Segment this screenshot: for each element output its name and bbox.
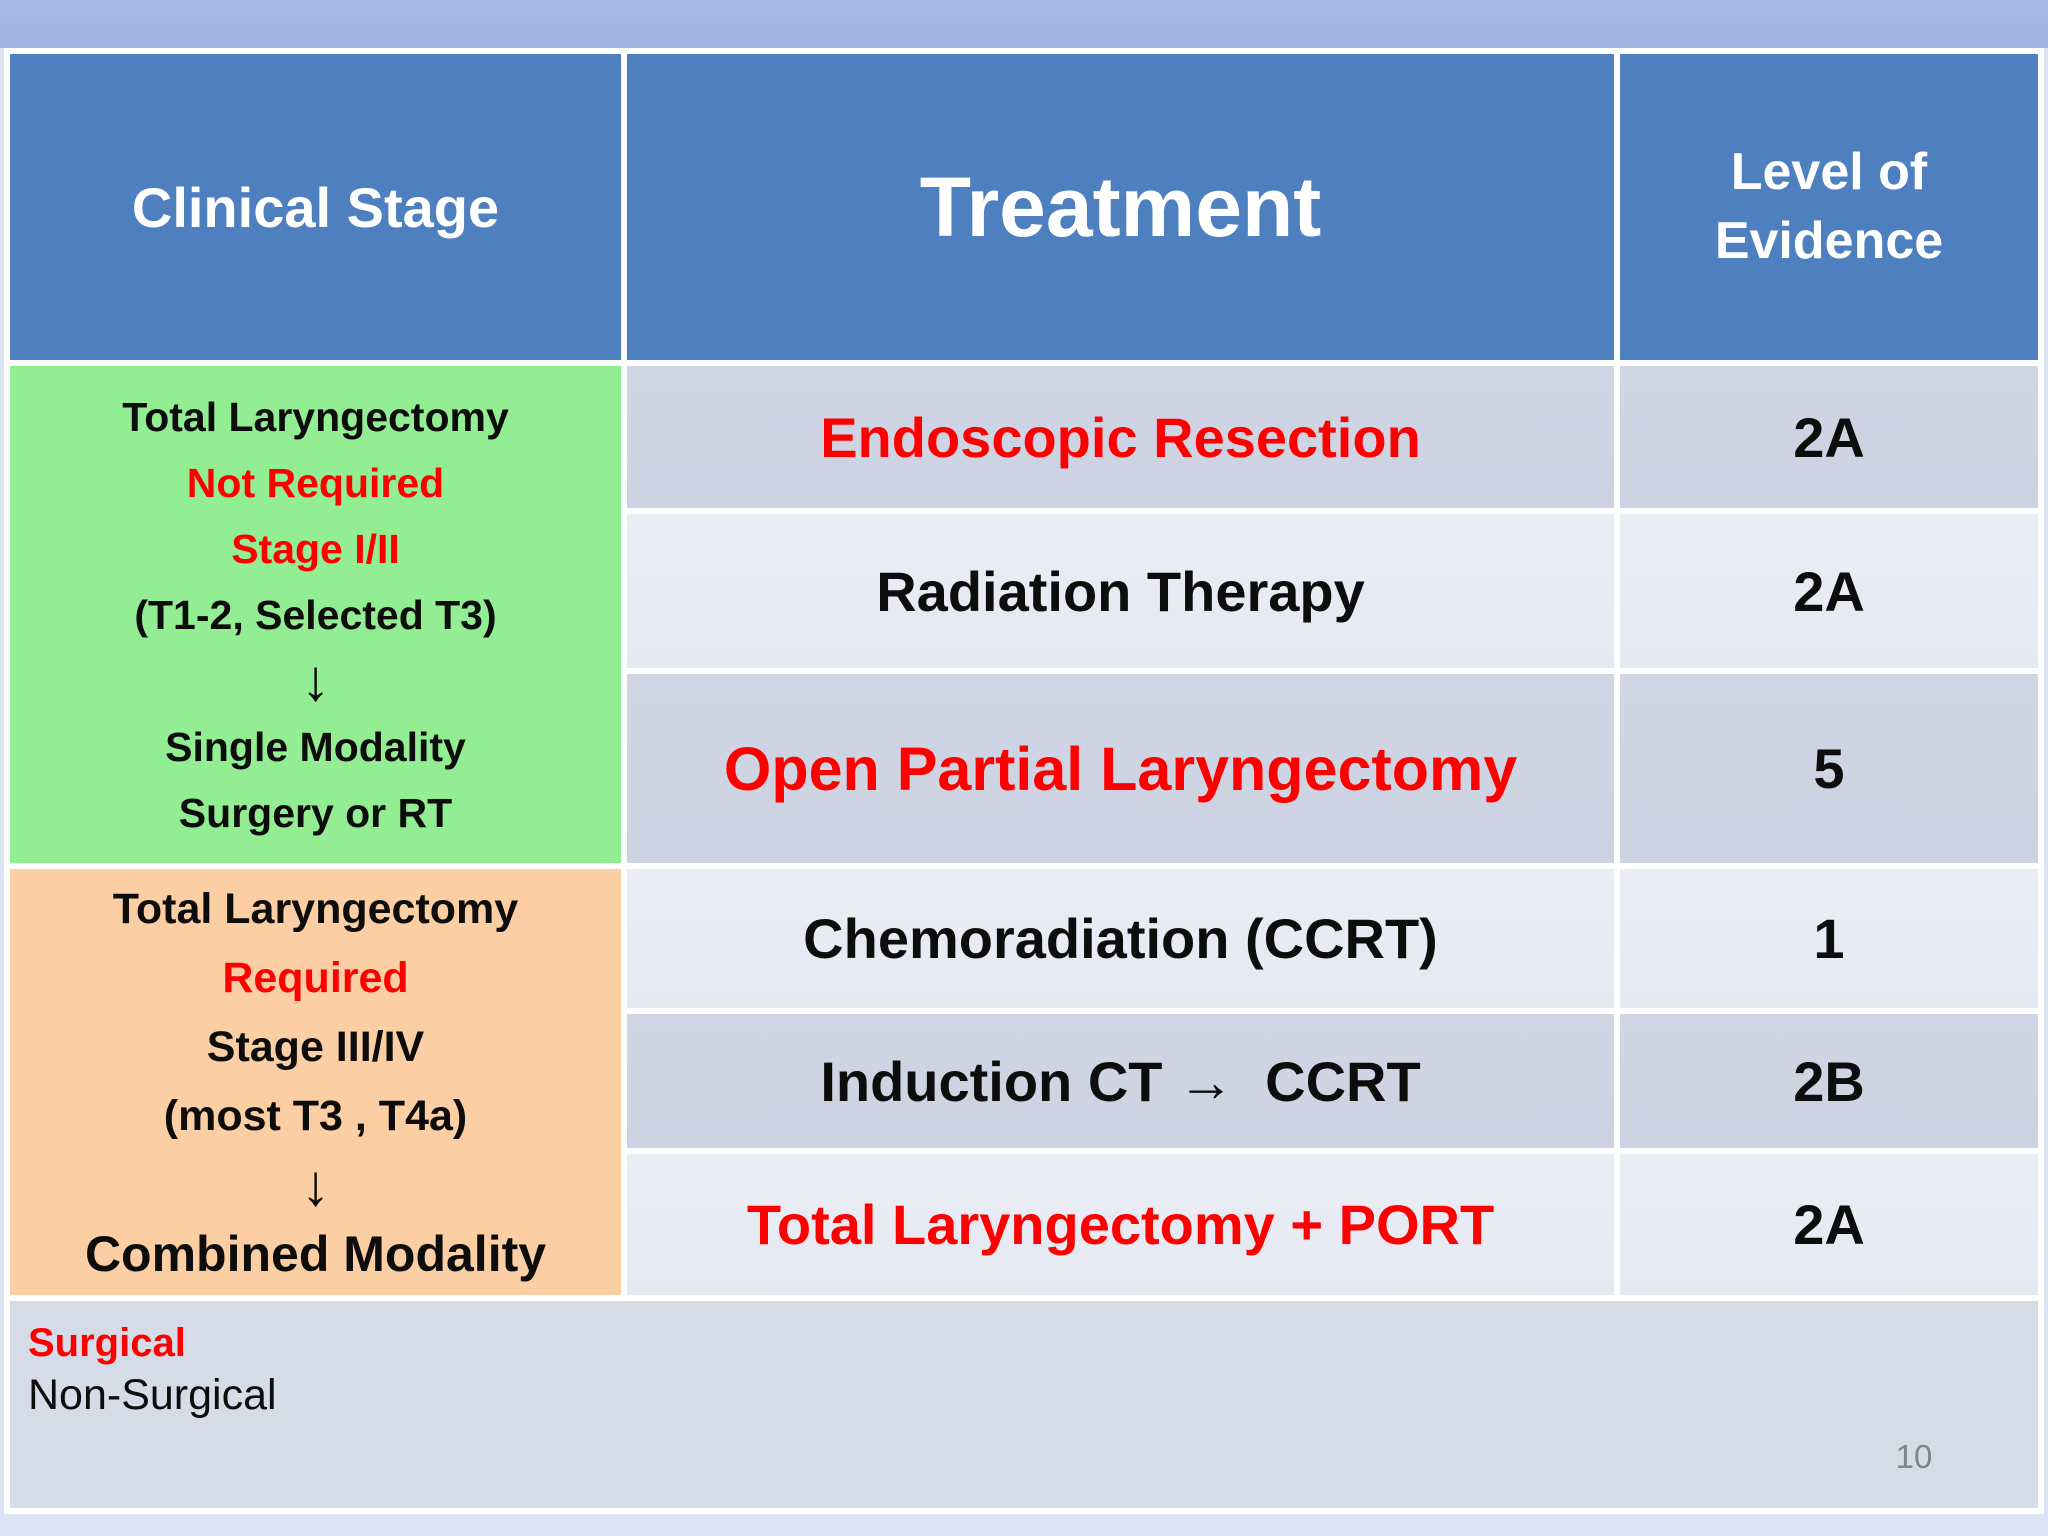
evidence-cell-4: 1 [1620, 869, 2038, 1008]
down-arrow-icon: ↓ [301, 647, 330, 713]
stage-line: Total Laryngectomy [122, 393, 509, 440]
evidence-cell-5: 2B [1620, 1014, 2038, 1148]
page-number: 10 [1895, 1438, 1933, 1475]
treatment-cell-open-partial-laryngectomy: Open Partial Laryngectomy [627, 674, 1614, 863]
stage-line: Not Required [186, 459, 445, 506]
header-clinical-stage: Clinical Stage [10, 54, 621, 360]
stage-line: Surgery or RT [178, 789, 453, 836]
legend-surgical: Surgical [28, 1321, 186, 1365]
stage-cell-early: Total Laryngectomy Not Required Stage I/… [10, 366, 621, 863]
stage-line: Required [222, 954, 409, 1002]
evidence-cell-3: 5 [1620, 674, 2038, 863]
evidence-cell-1: 2A [1620, 366, 2038, 508]
legend-non-surgical: Non-Surgical [28, 1371, 277, 1419]
treatment-table: Clinical Stage Treatment Level of Eviden… [4, 48, 2044, 1514]
evidence-cell-2: 2A [1620, 514, 2038, 668]
treatment-cell-chemoradiation: Chemoradiation (CCRT) [627, 869, 1614, 1008]
treatment-cell-endoscopic-resection: Endoscopic Resection [627, 366, 1614, 508]
top-strip [0, 0, 2048, 48]
treatment-cell-radiation-therapy: Radiation Therapy [627, 514, 1614, 668]
stage-cell-advanced: Total Laryngectomy Required Stage III/IV… [10, 869, 621, 1295]
down-arrow-icon: ↓ [301, 1153, 330, 1218]
stage-line: (T1-2, Selected T3) [134, 591, 497, 638]
treatment-cell-induction-ct-ccrt: Induction CT → CCRT [627, 1014, 1614, 1148]
header-treatment: Treatment [627, 54, 1614, 360]
stage-line: Total Laryngectomy [112, 885, 519, 933]
legend: Surgical Non-Surgical [10, 1301, 2038, 1508]
stage-line: Stage I/II [231, 525, 400, 572]
evidence-cell-6: 2A [1620, 1154, 2038, 1295]
stage-line: Combined Modality [84, 1226, 547, 1282]
treatment-cell-total-laryngectomy-port: Total Laryngectomy + PORT [627, 1154, 1614, 1295]
header-level-of-evidence: Level of Evidence [1620, 54, 2038, 360]
stage-line: Stage III/IV [206, 1023, 425, 1071]
stage-line: Single Modality [165, 723, 466, 770]
stage-line: (most T3 , T4a) [163, 1092, 468, 1140]
